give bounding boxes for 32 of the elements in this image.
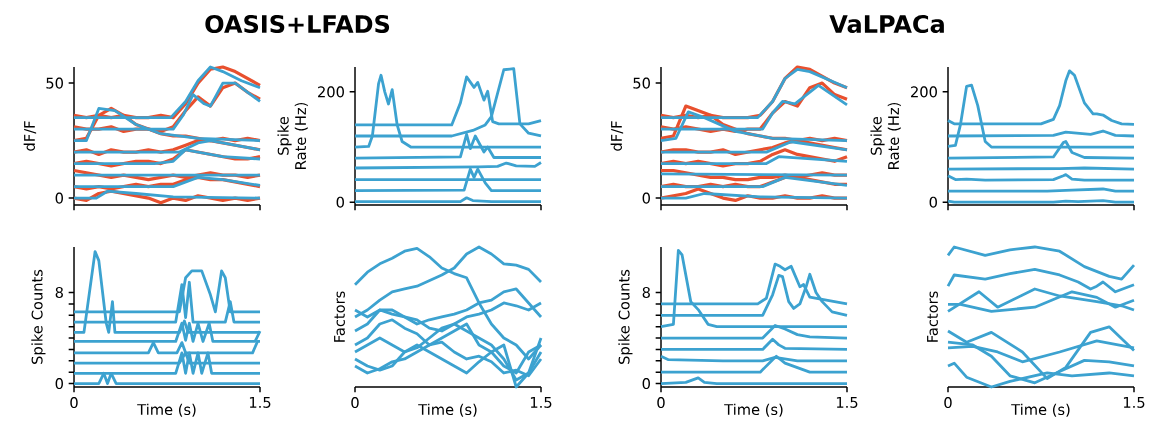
y-axis-title: Factors	[334, 291, 345, 342]
x-tick-label: 0	[657, 397, 665, 409]
y-axis-title: Factors	[927, 291, 938, 342]
y-axis-title: dF/F	[610, 121, 624, 151]
x-tick-label: 1.5	[836, 397, 858, 408]
y-tick-label: 8	[55, 286, 63, 299]
x-tick-label: 1.5	[530, 397, 552, 408]
chart-title: VaLPACa	[829, 14, 944, 34]
x-tick-label: 1.5	[1123, 397, 1145, 408]
x-axis-title: Time (s)	[137, 403, 196, 417]
y-tick-label: 0	[55, 378, 63, 390]
y-tick-label: 50	[633, 77, 650, 89]
y-axis-title: Spike Counts	[618, 269, 633, 364]
x-axis-title: Time (s)	[1011, 403, 1070, 417]
y-axis-title: dF/F	[23, 121, 37, 151]
x-axis-title: Time (s)	[724, 403, 783, 417]
y-axis-title: Spike Rate (Hz)	[870, 102, 901, 169]
y-tick-label: 0	[642, 378, 650, 390]
y-tick-label: 0	[642, 192, 650, 204]
y-axis-title: Spike Counts	[31, 269, 46, 364]
y-axis-title: Spike Rate (Hz)	[277, 102, 308, 169]
x-tick-label: 0	[70, 397, 78, 409]
chart-title: OASIS+LFADS	[205, 14, 390, 34]
y-tick-label: 50	[46, 77, 63, 89]
y-tick-label: 200	[318, 86, 344, 98]
x-tick-label: 0	[351, 397, 359, 409]
y-tick-label: 8	[642, 286, 650, 299]
y-tick-label: 200	[911, 86, 937, 98]
y-tick-label: 0	[55, 192, 63, 204]
x-tick-label: 0	[944, 397, 952, 409]
x-axis-title: Time (s)	[418, 403, 477, 417]
x-tick-label: 1.5	[249, 397, 271, 408]
